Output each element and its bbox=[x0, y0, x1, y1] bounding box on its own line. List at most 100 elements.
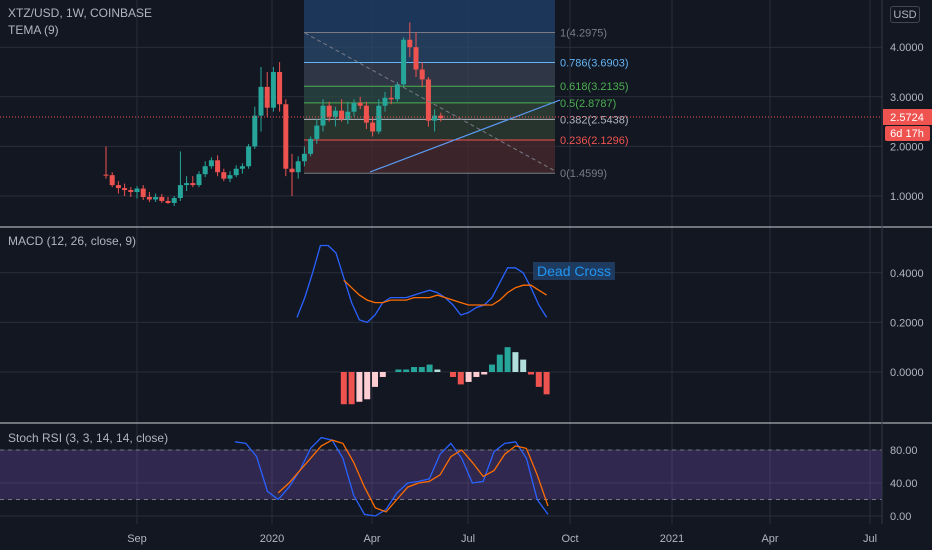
candle-body[interactable] bbox=[227, 175, 233, 179]
macd-histogram-bar[interactable] bbox=[356, 372, 363, 402]
candle-body[interactable] bbox=[382, 97, 388, 106]
macd-histogram-bar[interactable] bbox=[496, 354, 503, 372]
macd-pane[interactable] bbox=[296, 244, 550, 405]
candle-body[interactable] bbox=[103, 174, 109, 176]
candle-body[interactable] bbox=[264, 86, 270, 108]
candle-body[interactable] bbox=[283, 104, 289, 169]
candlestick-series[interactable] bbox=[103, 22, 444, 206]
candle-body[interactable] bbox=[314, 125, 320, 139]
candle-body[interactable] bbox=[122, 188, 128, 191]
candle-body[interactable] bbox=[171, 197, 177, 203]
macd-histogram-bar[interactable] bbox=[481, 372, 488, 375]
macd-histogram-bar[interactable] bbox=[434, 369, 441, 372]
candle-body[interactable] bbox=[239, 166, 245, 169]
candle-body[interactable] bbox=[177, 185, 183, 198]
dead-cross-annotation[interactable]: Dead Cross bbox=[537, 263, 611, 279]
candle-body[interactable] bbox=[351, 102, 357, 112]
candle-body[interactable] bbox=[339, 110, 345, 120]
macd-histogram-bar[interactable] bbox=[426, 364, 433, 372]
macd-histogram-bar[interactable] bbox=[418, 367, 425, 372]
candle-body[interactable] bbox=[345, 111, 351, 120]
macd-histogram-bar[interactable] bbox=[379, 372, 386, 377]
candle-body[interactable] bbox=[432, 115, 438, 121]
candle-body[interactable] bbox=[363, 105, 369, 123]
macd-histogram-bar[interactable] bbox=[465, 372, 472, 382]
candle-body[interactable] bbox=[246, 146, 252, 167]
candle-body[interactable] bbox=[208, 160, 214, 167]
candle-body[interactable] bbox=[128, 190, 134, 193]
candle-body[interactable] bbox=[308, 138, 314, 154]
candle-body[interactable] bbox=[370, 122, 376, 132]
candle-body[interactable] bbox=[295, 161, 301, 173]
stoch-rsi-label[interactable]: Stoch RSI (3, 3, 14, 14, close) bbox=[8, 431, 168, 445]
macd-histogram-bar[interactable] bbox=[489, 364, 495, 372]
candle-body[interactable] bbox=[425, 79, 431, 121]
macd-histogram-bar[interactable] bbox=[512, 352, 519, 372]
candle-body[interactable] bbox=[215, 160, 221, 173]
candle-body[interactable] bbox=[146, 196, 152, 200]
signal-line[interactable] bbox=[343, 279, 547, 306]
candle-body[interactable] bbox=[115, 185, 121, 189]
macd-line[interactable] bbox=[296, 244, 548, 324]
macd-histogram-bar[interactable] bbox=[520, 359, 527, 372]
candle-body[interactable] bbox=[277, 72, 283, 105]
candle-body[interactable] bbox=[109, 175, 115, 186]
macd-histogram-bar[interactable] bbox=[473, 372, 480, 377]
macd-histogram-bar[interactable] bbox=[403, 369, 410, 372]
candle-body[interactable] bbox=[252, 115, 258, 147]
candle-body[interactable] bbox=[301, 153, 307, 162]
macd-label[interactable]: MACD (12, 26, close, 9) bbox=[8, 234, 136, 248]
candle-body[interactable] bbox=[394, 84, 400, 100]
stoch-rsi-pane[interactable] bbox=[0, 436, 882, 517]
stoch-d-line[interactable] bbox=[277, 439, 549, 513]
macd-histogram-bar[interactable] bbox=[535, 372, 542, 387]
candle-body[interactable] bbox=[332, 110, 338, 117]
macd-histogram-bar[interactable] bbox=[348, 372, 355, 405]
candle-body[interactable] bbox=[202, 166, 208, 175]
currency-button[interactable]: USD bbox=[890, 6, 920, 23]
macd-histogram-bar[interactable] bbox=[372, 372, 378, 387]
candle-body[interactable] bbox=[184, 183, 190, 186]
candle-body[interactable] bbox=[388, 97, 394, 100]
candle-body[interactable] bbox=[153, 196, 159, 200]
price-axis[interactable]: 1.0000 2.0000 3.0000 4.0000 0.0000 0.2000 0.40… bbox=[890, 42, 924, 523]
dead-cross-box[interactable] bbox=[533, 262, 615, 280]
fib-trend-line[interactable] bbox=[304, 32, 556, 172]
candle-body[interactable] bbox=[165, 200, 171, 203]
candle-body[interactable] bbox=[320, 105, 326, 126]
macd-histogram-bar[interactable] bbox=[457, 372, 464, 385]
candle-body[interactable] bbox=[221, 172, 227, 179]
macd-histogram-bar[interactable] bbox=[395, 369, 402, 372]
macd-histogram-bar[interactable] bbox=[528, 372, 534, 375]
candle-body[interactable] bbox=[159, 196, 165, 201]
candle-body[interactable] bbox=[413, 47, 419, 70]
candle-body[interactable] bbox=[134, 188, 140, 193]
fibonacci-retracement[interactable]: 1(4.2975) 0.786(3.6903) 0.618(3.2135) 0.5(2… bbox=[304, 0, 629, 180]
candle-body[interactable] bbox=[270, 72, 276, 108]
candle-body[interactable] bbox=[407, 39, 413, 48]
candle-body[interactable] bbox=[438, 115, 444, 119]
candle-body[interactable] bbox=[357, 102, 363, 106]
tema-indicator-label[interactable]: TEMA (9) bbox=[8, 23, 59, 37]
macd-histogram-bar[interactable] bbox=[340, 372, 347, 405]
candle-body[interactable] bbox=[233, 168, 239, 176]
candle-body[interactable] bbox=[190, 183, 196, 186]
time-axis[interactable]: Sep 2020 Apr Jul Oct 2021 Apr Jul bbox=[127, 533, 877, 545]
macd-histogram-bar[interactable] bbox=[364, 372, 371, 400]
candle-body[interactable] bbox=[419, 69, 425, 80]
macd-histogram-bar[interactable] bbox=[543, 372, 550, 395]
candle-body[interactable] bbox=[140, 188, 146, 197]
candle-body[interactable] bbox=[376, 105, 382, 132]
symbol-title[interactable]: XTZ/USD, 1W, COINBASE bbox=[8, 6, 152, 20]
stoch-k-line[interactable] bbox=[234, 436, 549, 517]
macd-histogram-bar[interactable] bbox=[504, 347, 511, 372]
trend-line[interactable] bbox=[369, 99, 561, 173]
candle-body[interactable] bbox=[401, 39, 407, 85]
candle-body[interactable] bbox=[326, 105, 332, 117]
macd-histogram-bar[interactable] bbox=[450, 372, 456, 377]
candle-body[interactable] bbox=[289, 168, 295, 173]
candle-body[interactable] bbox=[196, 174, 202, 186]
candle-body[interactable] bbox=[258, 86, 264, 116]
macd-histogram-bar[interactable] bbox=[411, 367, 417, 372]
